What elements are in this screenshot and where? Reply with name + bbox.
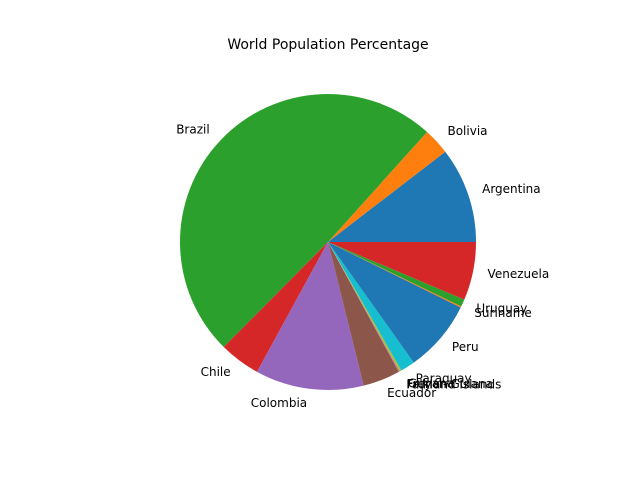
pie-slice-colombia [257, 242, 364, 390]
pie-slice-chile [223, 242, 328, 372]
pie-slice-ecuador [328, 242, 399, 386]
pie-label-brazil: Brazil [176, 123, 210, 137]
pie-label-french-guiana: French Guiana [407, 377, 493, 391]
pie-slice-argentina [328, 151, 476, 242]
pie-slice-uruguay [328, 242, 465, 307]
pie-slice-french-guiana [328, 242, 400, 372]
pie-slice-suriname [328, 242, 462, 308]
pie-slice-brazil [179, 93, 428, 348]
pie-label-uruguay: Uruguay [476, 302, 527, 316]
pie-label-colombia: Colombia [251, 396, 307, 410]
pie-label-chile: Chile [201, 365, 231, 379]
pie-slice-falkland-islands [328, 242, 400, 372]
pie-label-bolivia: Bolivia [447, 124, 487, 138]
pie-slice-guyana [328, 242, 402, 372]
pie-label-guyana: Guyana [408, 376, 454, 390]
pie-slice-paraguay [328, 242, 414, 371]
pie-label-paraguay: Paraguay [416, 372, 472, 386]
pie-slice-peru [328, 242, 461, 363]
chart-title: World Population Percentage [227, 37, 428, 53]
pie-slices [179, 93, 476, 390]
pie-label-argentina: Argentina [482, 182, 541, 196]
pie-label-suriname: Suriname [474, 306, 532, 320]
pie-label-peru: Peru [452, 340, 479, 354]
pie-label-ecuador: Ecuador [387, 386, 436, 400]
pie-slice-bolivia [328, 132, 446, 242]
pie-labels: Argentina Bolivia Brazil Chile Colombia Ecuad… [176, 123, 549, 410]
pie-slice-venezuela [328, 242, 476, 300]
pie-label-falkland-islands: Falkland Islands [406, 377, 501, 391]
pie-label-venezuela: Venezuela [488, 267, 550, 281]
